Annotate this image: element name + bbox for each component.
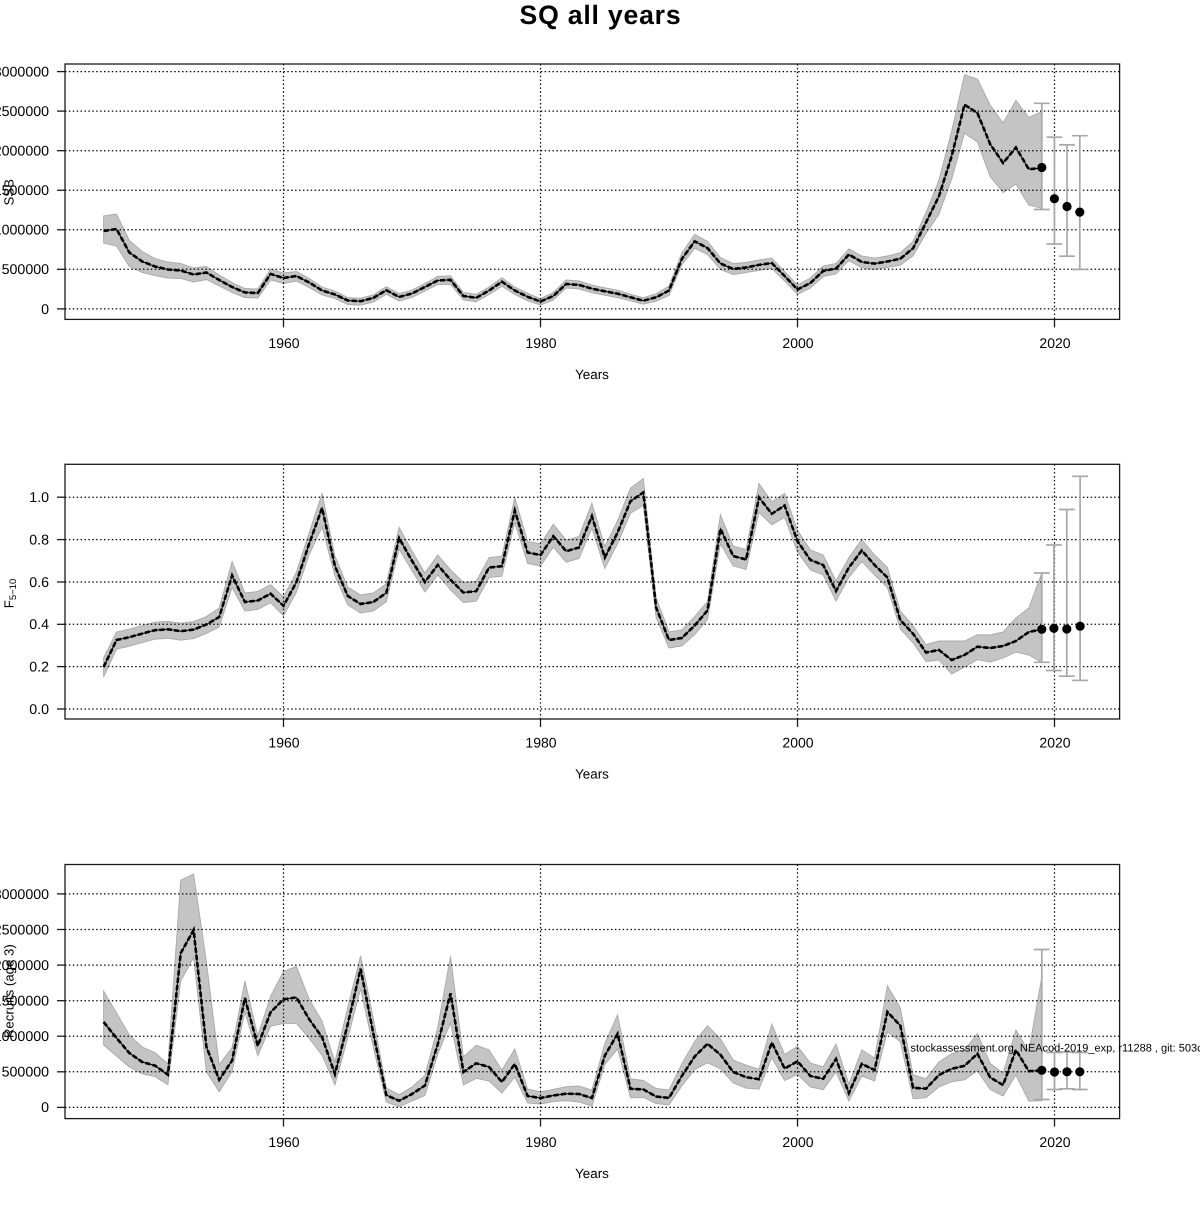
svg-text:2000: 2000: [782, 1134, 813, 1150]
svg-text:0: 0: [41, 1100, 49, 1116]
svg-text:Years: Years: [575, 1166, 609, 1181]
svg-text:Years: Years: [575, 367, 609, 382]
svg-text:SSB: SSB: [1, 179, 16, 206]
svg-text:3000000: 3000000: [0, 64, 49, 80]
svg-text:0.0: 0.0: [29, 702, 49, 718]
svg-text:1980: 1980: [525, 735, 556, 751]
svg-text:2000000: 2000000: [0, 144, 49, 160]
svg-text:1980: 1980: [525, 335, 556, 351]
svg-text:2020: 2020: [1039, 1134, 1070, 1150]
svg-text:2500000: 2500000: [0, 104, 49, 120]
svg-text:0.4: 0.4: [29, 617, 49, 633]
svg-text:1.0: 1.0: [29, 490, 49, 506]
svg-text:0.6: 0.6: [29, 575, 49, 591]
svg-text:1980: 1980: [525, 1134, 556, 1150]
svg-text:0.2: 0.2: [29, 660, 49, 676]
svg-text:2020: 2020: [1039, 335, 1070, 351]
svg-text:SQ all years: SQ all years: [520, 0, 682, 30]
svg-text:500000: 500000: [2, 262, 49, 278]
svg-text:2000: 2000: [782, 335, 813, 351]
svg-text:0: 0: [41, 302, 49, 318]
svg-text:1960: 1960: [268, 735, 299, 751]
svg-text:Recruits (age 3): Recruits (age 3): [1, 944, 16, 1038]
svg-text:0.8: 0.8: [29, 533, 49, 549]
svg-text:1960: 1960: [268, 1134, 299, 1150]
svg-text:2500000: 2500000: [0, 922, 49, 938]
svg-text:Years: Years: [575, 767, 609, 782]
svg-text:1960: 1960: [268, 335, 299, 351]
svg-text:2020: 2020: [1039, 735, 1070, 751]
svg-text:1000000: 1000000: [0, 223, 49, 239]
svg-text:2000: 2000: [782, 735, 813, 751]
svg-text:3000000: 3000000: [0, 887, 49, 903]
svg-text:500000: 500000: [2, 1065, 49, 1081]
svg-text:stockassessment.org, NEAcod-20: stockassessment.org, NEAcod-2019_exp, r1…: [911, 1043, 1200, 1055]
